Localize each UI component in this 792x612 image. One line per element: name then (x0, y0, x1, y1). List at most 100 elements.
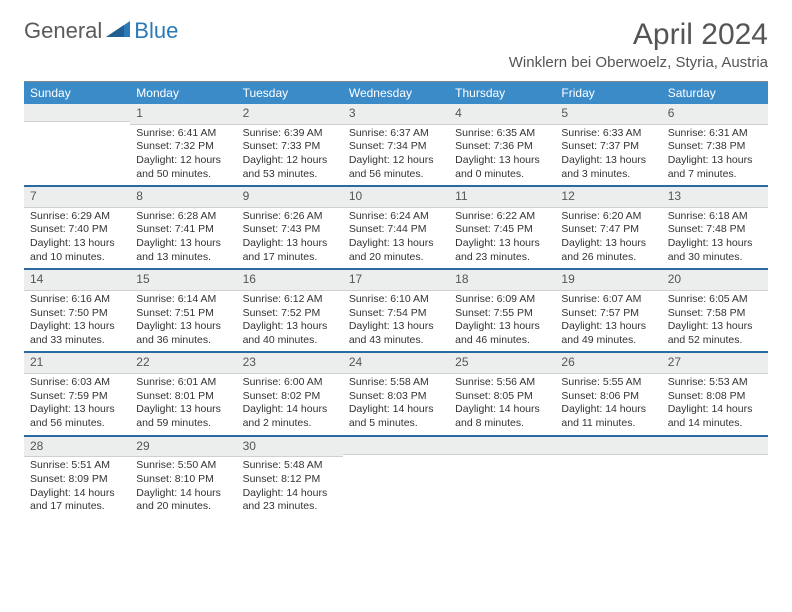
calendar-cell: 26Sunrise: 5:55 AMSunset: 8:06 PMDayligh… (555, 353, 661, 434)
day-number: 2 (237, 104, 343, 125)
dayname-wednesday: Wednesday (343, 82, 449, 104)
day-number: 9 (237, 187, 343, 208)
calendar-cell: 13Sunrise: 6:18 AMSunset: 7:48 PMDayligh… (662, 187, 768, 268)
cell-body: Sunrise: 5:51 AMSunset: 8:09 PMDaylight:… (24, 457, 130, 518)
sunrise-text: Sunrise: 5:56 AM (455, 376, 549, 390)
calendar-week: 1Sunrise: 6:41 AMSunset: 7:32 PMDaylight… (24, 104, 768, 185)
sunrise-text: Sunrise: 5:51 AM (30, 459, 124, 473)
calendar-cell: 12Sunrise: 6:20 AMSunset: 7:47 PMDayligh… (555, 187, 661, 268)
sunset-text: Sunset: 7:32 PM (136, 140, 230, 154)
sunset-text: Sunset: 7:41 PM (136, 223, 230, 237)
sunset-text: Sunset: 7:34 PM (349, 140, 443, 154)
calendar-cell: 22Sunrise: 6:01 AMSunset: 8:01 PMDayligh… (130, 353, 236, 434)
daylight-text: Daylight: 14 hours and 14 minutes. (668, 403, 762, 430)
calendar-cell (24, 104, 130, 185)
cell-body: Sunrise: 6:35 AMSunset: 7:36 PMDaylight:… (449, 125, 555, 186)
sunrise-text: Sunrise: 6:12 AM (243, 293, 337, 307)
cell-body: Sunrise: 6:07 AMSunset: 7:57 PMDaylight:… (555, 291, 661, 352)
cell-body: Sunrise: 6:14 AMSunset: 7:51 PMDaylight:… (130, 291, 236, 352)
sunrise-text: Sunrise: 5:48 AM (243, 459, 337, 473)
sunrise-text: Sunrise: 6:22 AM (455, 210, 549, 224)
daylight-text: Daylight: 13 hours and 17 minutes. (243, 237, 337, 264)
sunrise-text: Sunrise: 5:50 AM (136, 459, 230, 473)
sunset-text: Sunset: 7:33 PM (243, 140, 337, 154)
dayname-thursday: Thursday (449, 82, 555, 104)
calendar-cell: 1Sunrise: 6:41 AMSunset: 7:32 PMDaylight… (130, 104, 236, 185)
calendar-cell (555, 437, 661, 518)
sunrise-text: Sunrise: 6:33 AM (561, 127, 655, 141)
dayname-tuesday: Tuesday (237, 82, 343, 104)
calendar-cell: 20Sunrise: 6:05 AMSunset: 7:58 PMDayligh… (662, 270, 768, 351)
daylight-text: Daylight: 12 hours and 50 minutes. (136, 154, 230, 181)
sunrise-text: Sunrise: 6:01 AM (136, 376, 230, 390)
sunrise-text: Sunrise: 6:39 AM (243, 127, 337, 141)
dayname-saturday: Saturday (662, 82, 768, 104)
day-number: 19 (555, 270, 661, 291)
sunset-text: Sunset: 7:38 PM (668, 140, 762, 154)
sunrise-text: Sunrise: 6:07 AM (561, 293, 655, 307)
calendar-cell: 6Sunrise: 6:31 AMSunset: 7:38 PMDaylight… (662, 104, 768, 185)
sunrise-text: Sunrise: 6:31 AM (668, 127, 762, 141)
day-number: 6 (662, 104, 768, 125)
day-number: 7 (24, 187, 130, 208)
month-title: April 2024 (509, 18, 768, 52)
sunrise-text: Sunrise: 6:35 AM (455, 127, 549, 141)
day-number: 30 (237, 437, 343, 458)
cell-body: Sunrise: 6:33 AMSunset: 7:37 PMDaylight:… (555, 125, 661, 186)
day-number: 17 (343, 270, 449, 291)
day-number: 22 (130, 353, 236, 374)
cell-body: Sunrise: 5:58 AMSunset: 8:03 PMDaylight:… (343, 374, 449, 435)
sunset-text: Sunset: 7:44 PM (349, 223, 443, 237)
sunset-text: Sunset: 7:51 PM (136, 307, 230, 321)
daylight-text: Daylight: 13 hours and 43 minutes. (349, 320, 443, 347)
cell-body: Sunrise: 6:24 AMSunset: 7:44 PMDaylight:… (343, 208, 449, 269)
sunset-text: Sunset: 8:01 PM (136, 390, 230, 404)
sunrise-text: Sunrise: 6:14 AM (136, 293, 230, 307)
cell-body: Sunrise: 6:41 AMSunset: 7:32 PMDaylight:… (130, 125, 236, 186)
cell-body: Sunrise: 5:48 AMSunset: 8:12 PMDaylight:… (237, 457, 343, 518)
cell-body: Sunrise: 6:39 AMSunset: 7:33 PMDaylight:… (237, 125, 343, 186)
sunset-text: Sunset: 8:06 PM (561, 390, 655, 404)
day-number: 3 (343, 104, 449, 125)
daylight-text: Daylight: 13 hours and 30 minutes. (668, 237, 762, 264)
cell-body: Sunrise: 5:53 AMSunset: 8:08 PMDaylight:… (662, 374, 768, 435)
day-number: 10 (343, 187, 449, 208)
cell-body: Sunrise: 6:09 AMSunset: 7:55 PMDaylight:… (449, 291, 555, 352)
calendar-cell: 16Sunrise: 6:12 AMSunset: 7:52 PMDayligh… (237, 270, 343, 351)
dayname-row: Sunday Monday Tuesday Wednesday Thursday… (24, 82, 768, 104)
calendar-cell: 27Sunrise: 5:53 AMSunset: 8:08 PMDayligh… (662, 353, 768, 434)
day-number (555, 437, 661, 455)
daylight-text: Daylight: 14 hours and 11 minutes. (561, 403, 655, 430)
sunset-text: Sunset: 7:47 PM (561, 223, 655, 237)
sunset-text: Sunset: 8:02 PM (243, 390, 337, 404)
sunset-text: Sunset: 8:10 PM (136, 473, 230, 487)
day-number: 4 (449, 104, 555, 125)
sunrise-text: Sunrise: 6:28 AM (136, 210, 230, 224)
day-number: 8 (130, 187, 236, 208)
cell-body: Sunrise: 6:26 AMSunset: 7:43 PMDaylight:… (237, 208, 343, 269)
calendar-cell: 14Sunrise: 6:16 AMSunset: 7:50 PMDayligh… (24, 270, 130, 351)
title-block: April 2024 Winklern bei Oberwoelz, Styri… (509, 18, 768, 71)
cell-body: Sunrise: 6:31 AMSunset: 7:38 PMDaylight:… (662, 125, 768, 186)
calendar-cell (662, 437, 768, 518)
day-number: 5 (555, 104, 661, 125)
sunrise-text: Sunrise: 6:24 AM (349, 210, 443, 224)
cell-body: Sunrise: 5:55 AMSunset: 8:06 PMDaylight:… (555, 374, 661, 435)
sunrise-text: Sunrise: 6:16 AM (30, 293, 124, 307)
sunset-text: Sunset: 8:12 PM (243, 473, 337, 487)
cell-body: Sunrise: 6:00 AMSunset: 8:02 PMDaylight:… (237, 374, 343, 435)
daylight-text: Daylight: 12 hours and 56 minutes. (349, 154, 443, 181)
sunset-text: Sunset: 7:36 PM (455, 140, 549, 154)
sunset-text: Sunset: 7:55 PM (455, 307, 549, 321)
sunset-text: Sunset: 7:40 PM (30, 223, 124, 237)
sunrise-text: Sunrise: 5:58 AM (349, 376, 443, 390)
calendar-cell: 8Sunrise: 6:28 AMSunset: 7:41 PMDaylight… (130, 187, 236, 268)
daylight-text: Daylight: 13 hours and 49 minutes. (561, 320, 655, 347)
daylight-text: Daylight: 13 hours and 23 minutes. (455, 237, 549, 264)
day-number (449, 437, 555, 455)
sunset-text: Sunset: 8:03 PM (349, 390, 443, 404)
daylight-text: Daylight: 14 hours and 5 minutes. (349, 403, 443, 430)
sunset-text: Sunset: 7:48 PM (668, 223, 762, 237)
sunset-text: Sunset: 7:58 PM (668, 307, 762, 321)
sunrise-text: Sunrise: 5:55 AM (561, 376, 655, 390)
